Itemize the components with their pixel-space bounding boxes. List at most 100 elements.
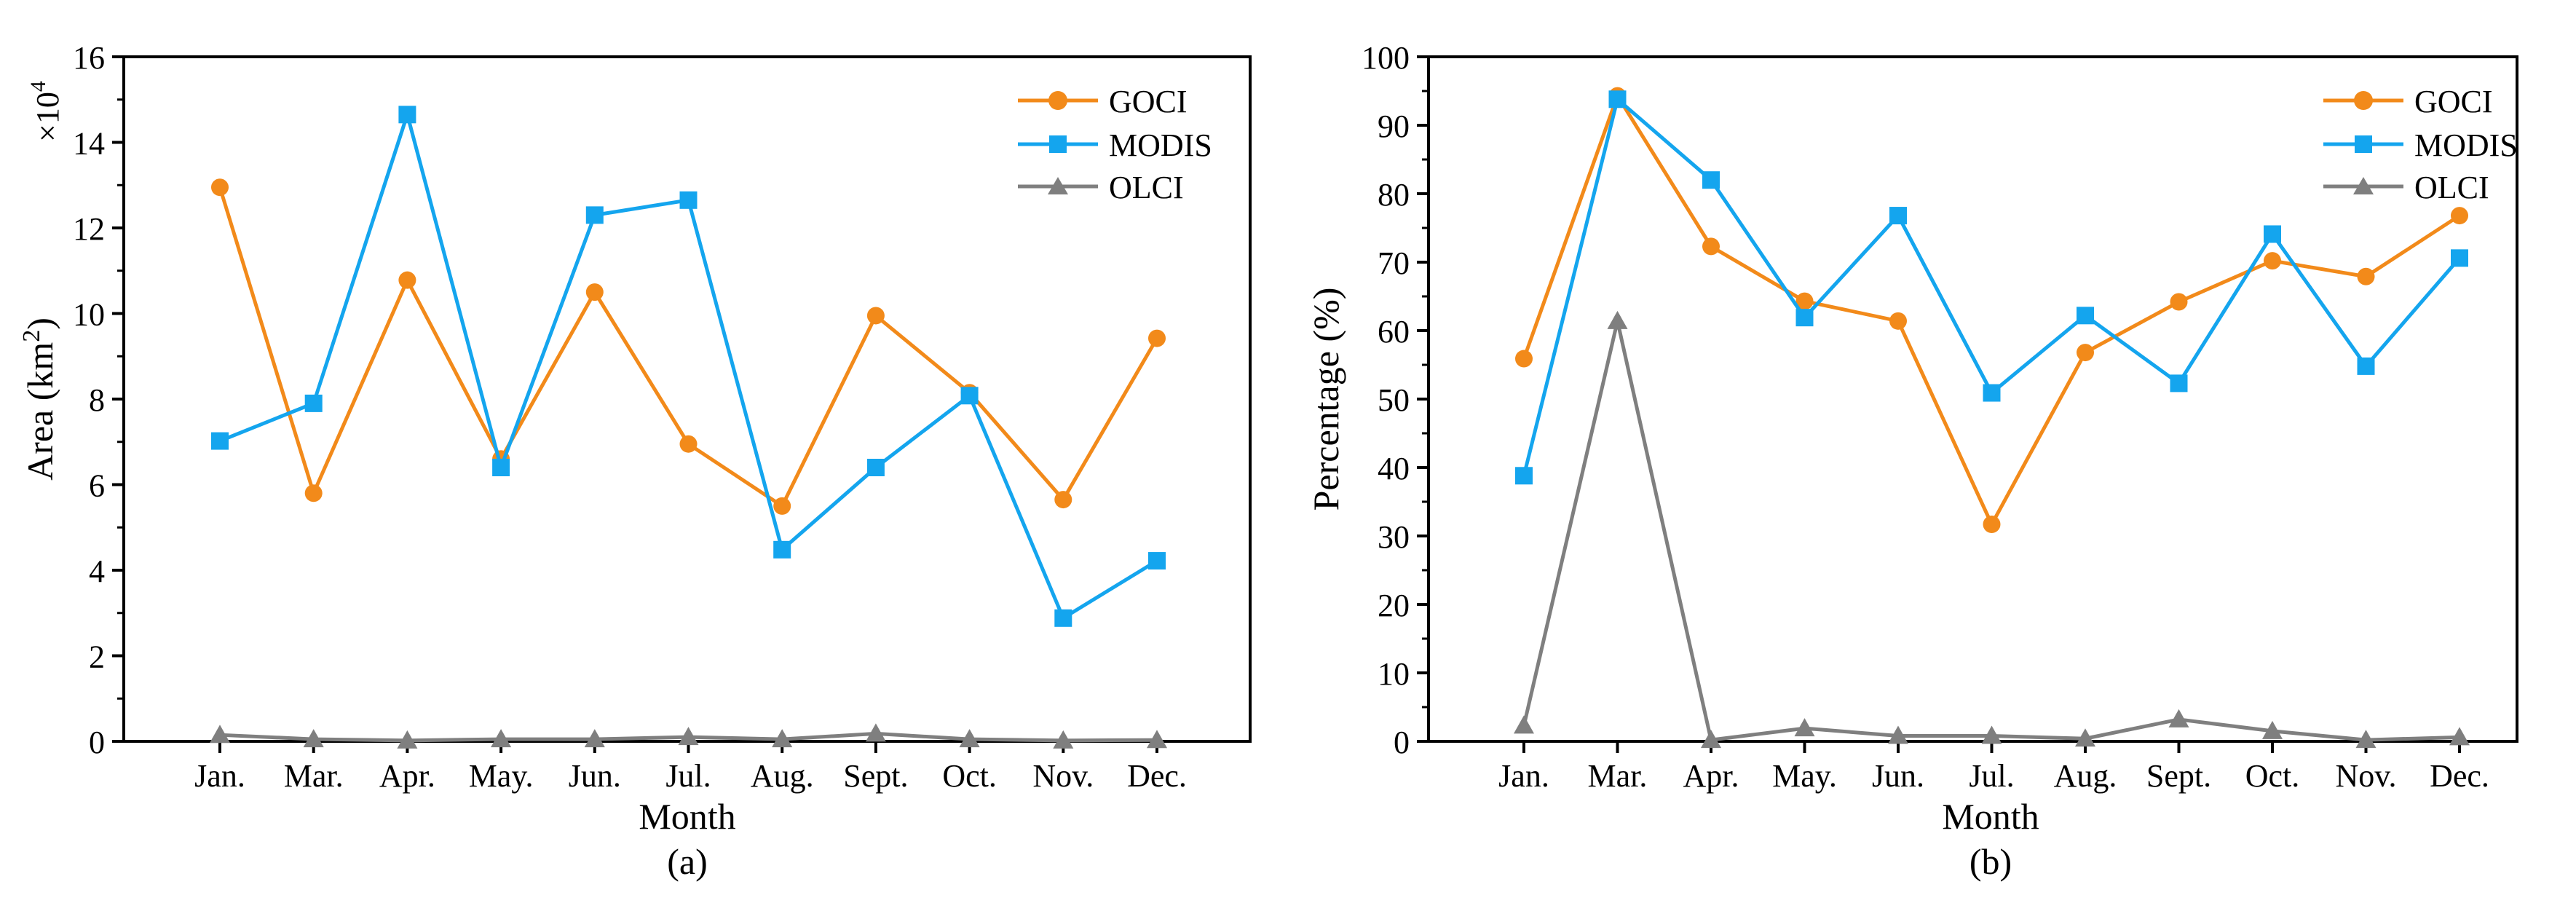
panel-b-frame: [1427, 55, 2518, 743]
data-point-modis: [679, 191, 698, 209]
data-point-modis: [492, 459, 510, 476]
data-point-olci: [772, 729, 793, 748]
data-point-modis: [2170, 374, 2188, 393]
series-line-modis: [219, 112, 1158, 620]
y-tick-label: 12: [73, 211, 105, 247]
y-tick-label: 0: [89, 725, 105, 760]
panel-a-y-axis-label: Area (km2): [18, 318, 60, 481]
data-point-goci: [2357, 267, 2375, 285]
y-tick-label: 100: [1362, 40, 1410, 76]
legend-modis-marker: [2355, 135, 2372, 153]
data-point-olci: [678, 727, 699, 746]
y-tick-label: 0: [1394, 725, 1410, 760]
x-tick-label: May.: [469, 758, 534, 794]
data-point-olci: [210, 725, 230, 744]
data-point-olci: [1701, 730, 1721, 749]
y-tick-label: 16: [73, 40, 105, 76]
x-tick-label: Jan.: [194, 758, 245, 794]
data-point-olci: [303, 729, 324, 748]
legend-item-olci: OLCI: [1018, 170, 1184, 205]
data-point-goci: [585, 283, 604, 301]
legend-item-goci: GOCI: [2323, 84, 2493, 119]
data-point-olci: [397, 730, 418, 749]
x-tick-label: Sept.: [843, 758, 908, 794]
data-point-modis: [1983, 384, 2001, 402]
data-point-goci: [2170, 293, 2188, 311]
y-tick-label: 40: [1378, 451, 1410, 486]
data-point-goci: [1148, 329, 1166, 347]
data-point-modis: [1889, 207, 1907, 225]
legend-goci-marker: [2354, 91, 2373, 110]
data-point-modis: [2077, 307, 2094, 325]
legend-modis-label: MODIS: [2414, 127, 2518, 163]
x-tick-label: Nov.: [2336, 758, 2397, 794]
data-point-modis: [2451, 249, 2468, 267]
legend-olci-marker: [1048, 177, 1068, 194]
x-tick-label: Nov.: [1032, 758, 1094, 794]
data-point-goci: [2077, 344, 2094, 362]
data-point-olci: [1607, 310, 1628, 329]
panel-b-label: (b): [1969, 841, 2012, 882]
y-tick-label: 10: [73, 297, 105, 333]
x-tick-label: Aug.: [2054, 758, 2117, 794]
data-point-olci: [865, 723, 886, 742]
data-point-goci: [1702, 237, 1720, 256]
data-point-olci: [2355, 730, 2377, 749]
data-point-olci: [1794, 718, 1815, 737]
data-point-olci: [2168, 709, 2189, 727]
y-tick-label: 10: [1378, 656, 1410, 692]
x-tick-label: Apr.: [1683, 758, 1739, 794]
panel-a-label: (a): [667, 841, 708, 882]
x-tick-label: Mar.: [1588, 758, 1648, 794]
data-point-modis: [1054, 609, 1072, 627]
data-point-olci: [491, 729, 512, 748]
y-tick-label: 2: [89, 639, 105, 675]
data-point-modis: [1515, 467, 1533, 485]
data-point-modis: [1702, 171, 1720, 189]
data-point-goci: [398, 271, 416, 289]
x-tick-label: Jul.: [665, 758, 711, 794]
data-point-goci: [1983, 516, 2001, 534]
data-point-goci: [1515, 350, 1533, 368]
panel-b-legend: GOCI MODIS OLCI: [2323, 84, 2518, 205]
y-tick-label: 50: [1378, 382, 1410, 418]
data-point-modis: [2264, 225, 2281, 243]
legend-goci-marker: [1048, 91, 1067, 110]
legend-olci-marker: [2353, 177, 2374, 194]
x-tick-label: Dec.: [2430, 758, 2489, 794]
data-point-goci: [1889, 312, 1907, 330]
data-point-modis: [2357, 357, 2375, 375]
data-point-modis: [773, 540, 791, 559]
panel-a-series: [210, 106, 1167, 749]
data-point-goci: [211, 178, 229, 197]
data-point-goci: [679, 435, 698, 453]
y-tick-label: 4: [89, 553, 105, 589]
legend-modis-marker: [1049, 135, 1067, 153]
panel-a-y-axis: 0 2 4 6 8 10 12 14 16: [73, 40, 124, 760]
y-tick-label: 70: [1378, 245, 1410, 281]
panel-a: 0 2 4 6 8 10 12 14 16 Jan. Mar. Apr. May. Jun. Jul. Au…: [18, 40, 1252, 882]
data-point-modis: [866, 459, 885, 476]
data-point-olci: [1147, 730, 1167, 749]
x-tick-label: Oct.: [942, 758, 997, 794]
data-point-modis: [211, 432, 229, 450]
y-tick-label: 6: [89, 468, 105, 504]
x-tick-label: Sept.: [2146, 758, 2211, 794]
data-point-olci: [1514, 715, 1534, 734]
legend-olci-label: OLCI: [2414, 170, 2489, 205]
panel-b-x-axis-label: Month: [1942, 796, 2039, 837]
x-tick-label: Jul.: [1969, 758, 2014, 794]
x-tick-label: Apr.: [379, 758, 435, 794]
legend-item-modis: MODIS: [1018, 127, 1212, 163]
x-tick-label: Jun.: [1872, 758, 1924, 794]
legend-item-olci: OLCI: [2323, 170, 2489, 205]
legend-goci-label: GOCI: [2414, 84, 2493, 119]
data-point-olci: [584, 729, 605, 748]
data-point-modis: [304, 394, 323, 412]
x-tick-label: Jan.: [1498, 758, 1549, 794]
y-tick-label: 14: [73, 126, 105, 162]
data-point-modis: [1795, 309, 1814, 327]
